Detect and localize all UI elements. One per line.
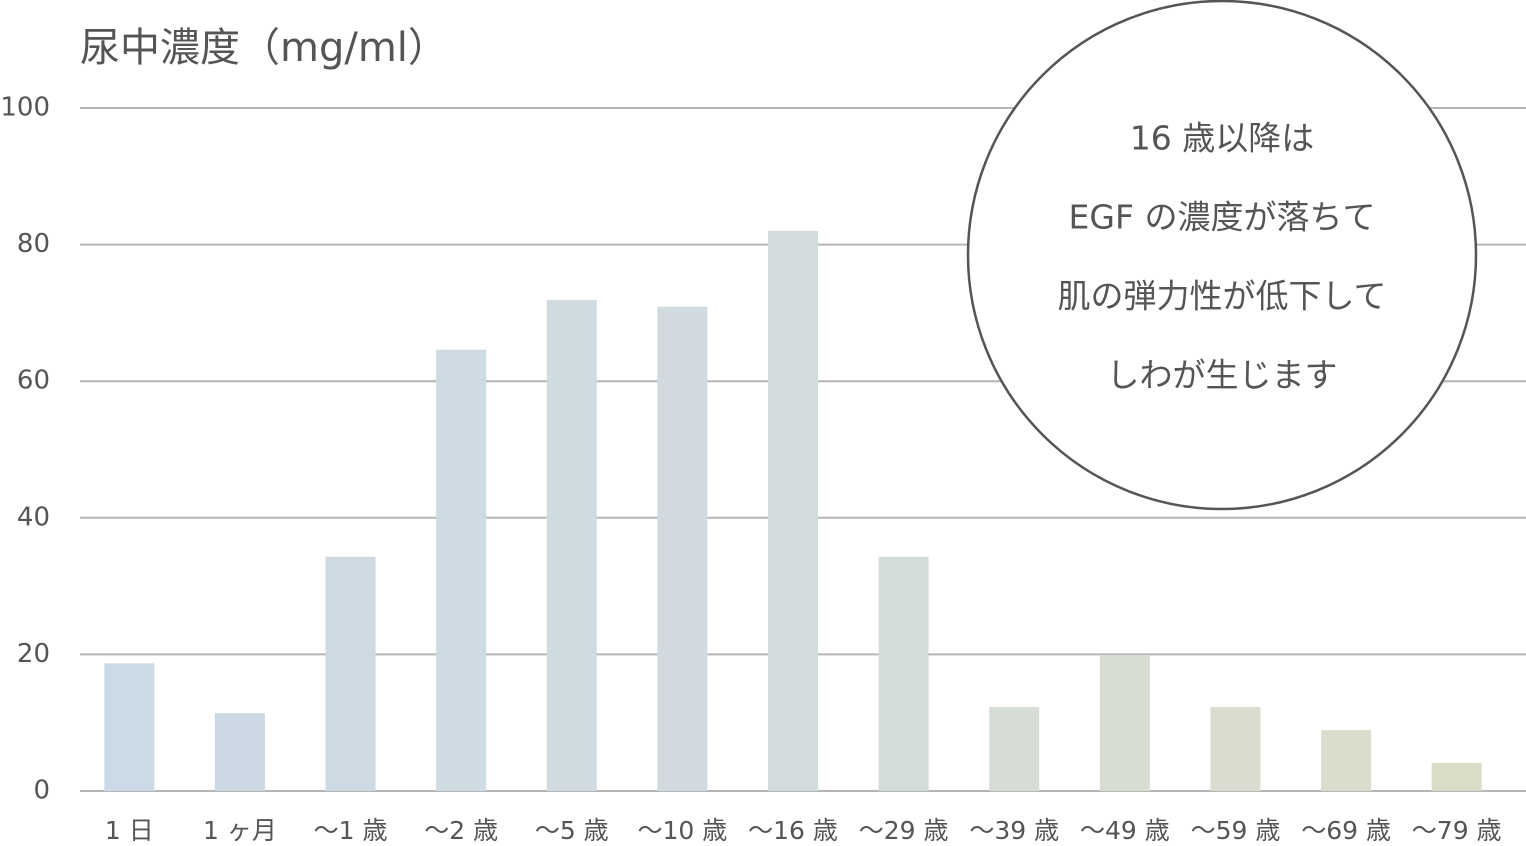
bar: [989, 706, 1040, 791]
x-tick-label: ～69 歳: [1301, 816, 1391, 845]
annotation-text: 肌の弾力性が低下して: [1057, 277, 1386, 316]
x-tick-label: ～5 歳: [535, 816, 609, 845]
bar: [1099, 655, 1150, 791]
y-tick-label: 40: [17, 502, 50, 532]
x-tick-label: 1 日: [105, 816, 154, 845]
bar: [1321, 730, 1372, 791]
bar: [657, 306, 708, 791]
x-tick-label: ～29 歳: [859, 816, 949, 845]
y-tick-label: 60: [17, 366, 50, 396]
y-tick-label: 100: [0, 93, 50, 123]
bar: [1431, 762, 1482, 791]
bar: [325, 556, 376, 791]
chart-title: 尿中濃度（mg/ml）: [80, 25, 448, 71]
x-tick-label: ～2 歳: [424, 816, 498, 845]
bar: [878, 556, 929, 791]
x-tick-label: 1 ヶ月: [203, 816, 277, 845]
x-tick-label: ～39 歳: [969, 816, 1059, 845]
bar: [1210, 706, 1261, 791]
annotation-text: しわが生じます: [1107, 356, 1338, 395]
annotation-text: EGF の濃度が落ちて: [1069, 198, 1376, 237]
y-tick-label: 0: [33, 776, 50, 806]
annotation-circle: [966, 0, 1478, 511]
bar: [436, 349, 487, 791]
x-tick-label: ～79 歳: [1412, 816, 1502, 845]
x-tick-label: ～16 歳: [748, 816, 838, 845]
x-tick-label: ～59 歳: [1191, 816, 1281, 845]
bar: [104, 663, 155, 791]
x-tick-label: ～1 歳: [314, 816, 388, 845]
bar: [546, 299, 597, 791]
y-tick-label: 20: [17, 639, 50, 669]
bar: [768, 230, 818, 791]
y-tick-label: 80: [17, 229, 50, 259]
x-tick-label: ～10 歳: [638, 816, 728, 845]
bar: [214, 713, 265, 791]
x-tick-label: ～49 歳: [1080, 816, 1170, 845]
annotation-text: 16 歳以降は: [1130, 119, 1314, 158]
